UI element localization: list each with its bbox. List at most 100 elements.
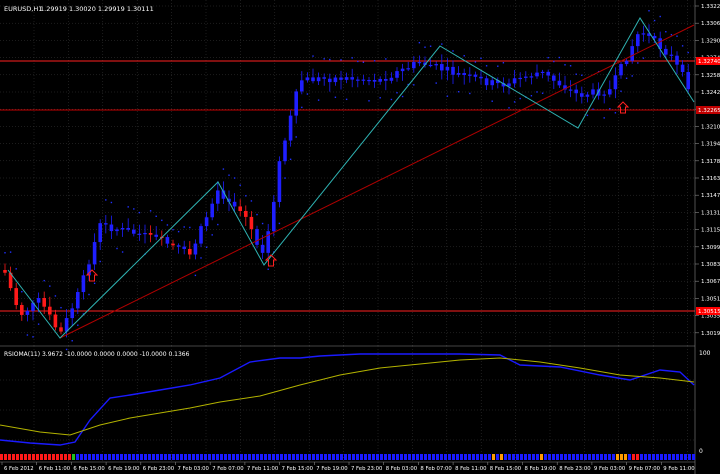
sar-dot [317, 99, 320, 101]
sar-dot [536, 91, 538, 93]
time-axis[interactable]: 6 Feb 2012 6 Feb 11:00 6 Feb 15:00 6 Feb 19… [1, 462, 695, 472]
color-bar-cell [312, 454, 315, 460]
candle-body [512, 78, 517, 84]
color-bar-cell [264, 454, 267, 460]
candle-body [602, 94, 606, 96]
color-bar-cell [256, 454, 259, 460]
candle-body [255, 229, 259, 245]
color-bar-cell [204, 454, 207, 460]
candle-body [546, 71, 550, 76]
color-bar-cell [484, 454, 487, 460]
signal-line [0, 357, 695, 436]
candle-body [507, 83, 511, 87]
time-tick-label: 7 Feb 11:00 [247, 466, 279, 472]
color-bar-cell [432, 454, 435, 460]
sar-dot [312, 55, 314, 57]
color-bar-cell [192, 454, 195, 460]
sar-dot [659, 15, 661, 18]
sar-dot [138, 211, 141, 214]
candle-body [580, 93, 584, 97]
sar-dot [452, 50, 454, 52]
color-bar-cell [548, 454, 551, 460]
color-bar-cell [352, 454, 355, 460]
color-bar-cell [584, 454, 587, 460]
price-tick-label: 1.31150 [701, 228, 720, 234]
price-marker-label: 1.32740 [698, 59, 720, 65]
sar-dot [245, 195, 247, 197]
indicator-grid [0, 346, 695, 462]
color-bar-cell [28, 454, 31, 460]
candle-body [412, 62, 416, 69]
sar-dot [250, 200, 253, 202]
sar-dot [105, 199, 107, 201]
color-bar-cell [300, 454, 303, 460]
color-bar-cell [412, 454, 415, 460]
color-bar-cell [428, 454, 431, 460]
sar-dot [301, 106, 303, 109]
color-bar-cell [332, 454, 335, 460]
color-bar-cell [112, 454, 115, 460]
color-bar-cell [236, 454, 239, 460]
sar-dot [513, 101, 516, 103]
color-bar-cell [208, 454, 211, 460]
color-bar-cell [408, 454, 411, 460]
sar-dot [65, 348, 68, 351]
color-bar-cell [620, 454, 623, 460]
candle-body [624, 60, 629, 65]
color-bar-cell [240, 454, 243, 460]
sar-dot [614, 112, 617, 114]
price-markers: 1.32740 1.32265 1.30515 [696, 57, 720, 315]
sar-dot [149, 210, 152, 212]
price-tick-label: 1.30835 [701, 262, 720, 268]
color-bar-cell [552, 454, 555, 460]
color-bar-cell [588, 454, 591, 460]
color-bar-cell [168, 454, 171, 460]
color-bar-cell [452, 454, 455, 460]
color-bar-cell [272, 454, 275, 460]
candle-body [316, 77, 321, 82]
color-bar-cell [212, 454, 215, 460]
sar-dot [323, 58, 325, 60]
color-bar-cell [672, 454, 675, 460]
sar-dot [687, 51, 689, 54]
color-bar-cell [612, 454, 615, 460]
rsioma-line [0, 353, 695, 446]
candle-body [484, 78, 489, 86]
time-tick-label: 8 Feb 19:00 [525, 466, 557, 472]
time-tick-label: 8 Feb 23:00 [559, 466, 591, 472]
candle-body [120, 227, 125, 230]
candle-body [109, 224, 114, 232]
sar-dot [110, 201, 113, 204]
time-tick-label: 8 Feb 11:00 [455, 466, 487, 472]
candle-body [456, 73, 461, 75]
color-bar-cell [224, 454, 227, 460]
candle-body [529, 76, 534, 78]
indicator-scale-top: 100 [699, 350, 711, 357]
price-tick-label: 1.32585 [701, 73, 720, 79]
color-bar-cell [496, 454, 499, 460]
candle-body [14, 288, 18, 306]
sar-dot [385, 58, 387, 60]
color-bar-cell [388, 454, 391, 460]
color-bar-cell [124, 454, 127, 460]
candle-body [445, 66, 450, 71]
color-bar-cell [564, 454, 567, 460]
color-bar-cell [48, 454, 51, 460]
color-bar-cell [556, 454, 559, 460]
color-bar-cell [692, 454, 695, 460]
color-bar-cell [568, 454, 571, 460]
parabolic-dots [4, 10, 689, 351]
trend-line-segment [59, 24, 695, 339]
time-tick-label: 6 Feb 23:00 [143, 466, 175, 472]
sar-dot [205, 246, 208, 248]
color-bar-cell [32, 454, 35, 460]
sar-dot [32, 336, 34, 338]
color-bar-cell [404, 454, 407, 460]
time-tick-label: 8 Feb 07:00 [420, 466, 452, 472]
candle-body [680, 64, 685, 73]
color-bar-cell [444, 454, 447, 460]
color-bar-cell [100, 454, 103, 460]
